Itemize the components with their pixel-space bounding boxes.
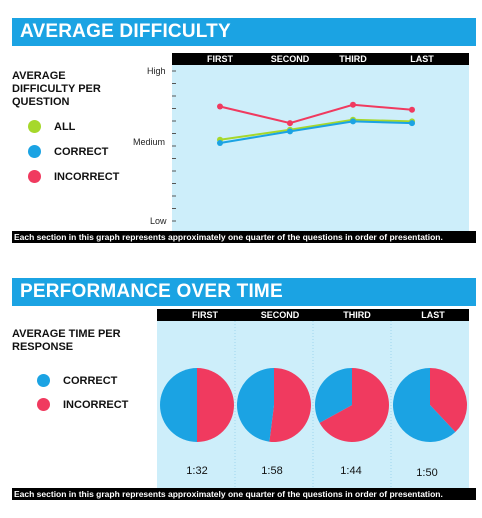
y-tick-high: High [147, 66, 166, 76]
difficulty-quarter-header: FIRST SECOND THIRD LAST [172, 53, 469, 65]
performance-ylabel: AVERAGE TIME PER RESPONSE [12, 328, 121, 353]
time-label-second: 1:58 [261, 465, 283, 477]
quarter-label: SECOND [260, 310, 300, 320]
pie-slice-correct [236, 368, 274, 442]
y-tick-low: Low [150, 216, 167, 226]
legend-item-correct-2: CORRECT [37, 374, 117, 387]
quarter-label: SECOND [270, 54, 310, 64]
data-point-correct [350, 118, 356, 125]
difficulty-note: Each section in this graph represents ap… [12, 231, 476, 243]
pie-slice-incorrect [319, 368, 390, 442]
pie-slice-correct [160, 368, 197, 442]
data-point-correct [409, 120, 415, 127]
legend-label: CORRECT [63, 374, 118, 387]
performance-banner: PERFORMANCE OVER TIME [12, 278, 476, 306]
legend-label: INCORRECT [63, 398, 129, 411]
data-point-incorrect [217, 103, 223, 110]
legend-dot-icon [28, 170, 41, 183]
data-point-correct [217, 140, 223, 146]
series-line-incorrect [219, 103, 413, 125]
pie-slice-incorrect [269, 368, 311, 442]
performance-quarter-header: FIRST SECOND THIRD LAST [157, 309, 469, 321]
time-label-first: 1:32 [186, 465, 208, 477]
legend-dot-icon [28, 120, 41, 133]
series-line-all [219, 118, 413, 141]
legend-item-incorrect: INCORRECT [28, 170, 119, 183]
legend-label: CORRECT [54, 145, 109, 158]
pie-slice-incorrect [430, 368, 467, 432]
difficulty-banner: AVERAGE DIFFICULTY [12, 18, 476, 46]
legend-dot-icon [37, 398, 50, 411]
data-point-incorrect [287, 120, 293, 127]
data-point-correct [287, 128, 293, 135]
quarter-label: THIRD [343, 310, 371, 320]
legend-item-correct: CORRECT [28, 145, 108, 158]
performance-note: Each section in this graph represents ap… [12, 488, 476, 500]
data-point-incorrect [350, 101, 356, 108]
pie-slice-incorrect [197, 368, 234, 442]
pie-slice-correct [315, 368, 352, 423]
legend-dot-icon [37, 374, 50, 387]
data-point-incorrect [409, 106, 415, 113]
difficulty-line-chart [172, 65, 469, 231]
quarter-label: THIRD [339, 54, 367, 64]
plot-background [172, 65, 469, 231]
legend-item-all: ALL [28, 120, 75, 133]
legend-label: INCORRECT [54, 170, 120, 183]
pie-slice-correct [392, 368, 456, 442]
legend-dot-icon [28, 145, 41, 158]
time-label-third: 1:44 [340, 465, 362, 477]
quarter-label: FIRST [207, 54, 233, 64]
legend-label: ALL [54, 120, 76, 133]
quarter-label: LAST [410, 54, 434, 64]
quarter-label: LAST [421, 310, 445, 320]
series-line-correct [219, 120, 413, 144]
performance-pie-chart [157, 321, 469, 488]
y-tick-medium: Medium [133, 137, 166, 147]
difficulty-ylabel: AVERAGE DIFFICULTY PER QUESTION [12, 70, 101, 108]
legend-item-incorrect-2: INCORRECT [37, 398, 128, 411]
time-label-last: 1:50 [416, 467, 438, 479]
quarter-label: FIRST [192, 310, 218, 320]
